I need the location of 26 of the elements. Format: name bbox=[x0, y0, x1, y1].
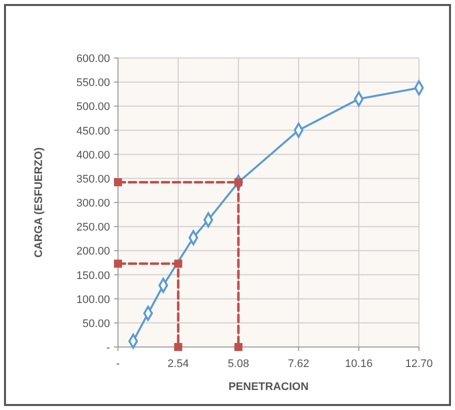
y-tick-label: - bbox=[106, 342, 110, 354]
point bbox=[174, 342, 182, 352]
y-tick-label: 100.00 bbox=[76, 294, 110, 306]
y-tick-label: 500.00 bbox=[76, 101, 110, 114]
y-tick-label: 350.00 bbox=[76, 173, 110, 186]
x-tick-label: 7.62 bbox=[288, 358, 310, 370]
y-axis-title: CARGA (ESFUERZO) bbox=[33, 147, 45, 258]
y-tick-label: 600.00 bbox=[76, 53, 110, 65]
y-tick-label: 200.00 bbox=[76, 246, 110, 258]
point bbox=[114, 178, 122, 186]
x-tick-label: 2.54 bbox=[167, 358, 189, 370]
y-tick-label: 300.00 bbox=[76, 198, 110, 210]
y-tick-label: 50.00 bbox=[82, 318, 110, 330]
x-tick-label: 12.70 bbox=[405, 358, 433, 370]
point bbox=[234, 342, 242, 352]
x-tick-label: 5.08 bbox=[228, 358, 250, 370]
y-tick-label: 550.00 bbox=[76, 77, 110, 90]
y-tick-label: 150.00 bbox=[76, 270, 110, 282]
x-axis-title: PENETRACION bbox=[228, 381, 309, 393]
x-tick-label: 10.16 bbox=[345, 358, 373, 370]
y-tick-label: 250.00 bbox=[76, 222, 110, 234]
x-tick-label: - bbox=[116, 358, 120, 370]
point bbox=[174, 260, 182, 268]
point bbox=[114, 260, 122, 268]
y-tick-label: 400.00 bbox=[76, 149, 110, 162]
y-tick-label: 450.00 bbox=[76, 125, 110, 138]
